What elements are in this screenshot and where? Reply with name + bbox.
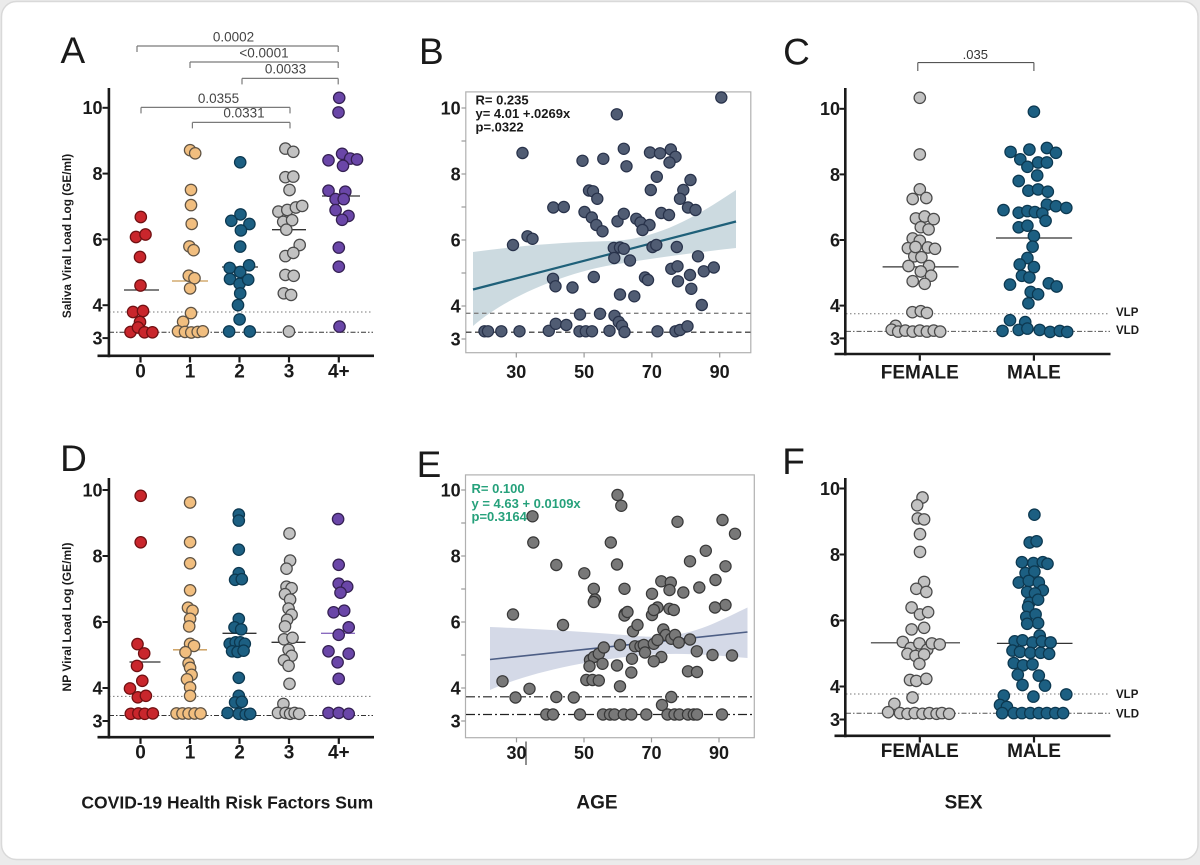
svg-text:8: 8 <box>92 164 102 184</box>
svg-text:y= 4.01 +.0269x: y= 4.01 +.0269x <box>476 106 571 121</box>
svg-text:10: 10 <box>82 480 102 500</box>
svg-text:3: 3 <box>830 710 840 730</box>
svg-text:D: D <box>60 438 87 479</box>
svg-text:50: 50 <box>574 743 594 763</box>
svg-text:MALE: MALE <box>1007 363 1061 384</box>
svg-text:FEMALE: FEMALE <box>881 363 959 384</box>
svg-text:8: 8 <box>451 164 461 184</box>
svg-text:4+: 4+ <box>328 743 350 764</box>
svg-text:p=.0322: p=.0322 <box>476 119 524 134</box>
svg-text:70: 70 <box>641 743 661 763</box>
svg-text:4: 4 <box>830 677 840 697</box>
svg-text:3: 3 <box>92 711 102 731</box>
svg-text:6: 6 <box>830 611 840 631</box>
svg-text:10: 10 <box>820 479 840 499</box>
svg-text:AGE: AGE <box>576 793 617 814</box>
svg-text:2: 2 <box>234 362 245 383</box>
svg-text:8: 8 <box>830 165 840 185</box>
svg-text:3: 3 <box>92 329 102 349</box>
svg-text:3: 3 <box>830 329 840 349</box>
svg-text:30: 30 <box>506 743 526 763</box>
svg-text:E: E <box>417 444 442 485</box>
svg-text:10: 10 <box>82 98 102 118</box>
svg-text:0: 0 <box>135 362 146 383</box>
svg-text:0.0033: 0.0033 <box>265 62 306 77</box>
svg-text:NP Viral Load Log (GE/ml): NP Viral Load Log (GE/ml) <box>60 543 74 692</box>
svg-text:70: 70 <box>642 362 662 382</box>
svg-text:6: 6 <box>451 230 461 250</box>
svg-text:y = 4.63 + 0.0109x: y = 4.63 + 0.0109x <box>472 496 582 511</box>
svg-text:VLD: VLD <box>1116 325 1139 337</box>
svg-text:0.0331: 0.0331 <box>223 106 264 121</box>
svg-text:MALE: MALE <box>1007 741 1061 762</box>
svg-text:p=0.3164: p=0.3164 <box>472 509 528 524</box>
svg-text:R= 0.100: R= 0.100 <box>472 481 525 496</box>
svg-text:VLP: VLP <box>1116 307 1139 319</box>
svg-text:4: 4 <box>92 678 102 698</box>
svg-text:4: 4 <box>830 296 840 316</box>
svg-text:0: 0 <box>135 743 146 764</box>
svg-text:6: 6 <box>451 612 461 632</box>
svg-text:A: A <box>60 30 85 71</box>
svg-text:VLP: VLP <box>1116 689 1139 701</box>
svg-text:90: 90 <box>710 362 730 382</box>
svg-text:6: 6 <box>92 612 102 632</box>
svg-text:8: 8 <box>451 546 461 566</box>
svg-text:4+: 4+ <box>328 362 350 383</box>
svg-text:<0.0001: <0.0001 <box>239 46 288 61</box>
svg-text:3: 3 <box>284 362 295 383</box>
svg-text:10: 10 <box>441 98 461 118</box>
svg-text:C: C <box>783 32 810 73</box>
svg-text:2: 2 <box>234 743 245 764</box>
svg-text:0.0355: 0.0355 <box>198 91 239 106</box>
svg-text:1: 1 <box>185 743 196 764</box>
svg-text:.035: .035 <box>963 47 988 62</box>
svg-text:10: 10 <box>820 99 840 119</box>
svg-text:FEMALE: FEMALE <box>881 741 959 762</box>
svg-text:8: 8 <box>92 546 102 566</box>
svg-text:R= 0.235: R= 0.235 <box>476 93 529 108</box>
svg-text:8: 8 <box>830 545 840 565</box>
svg-text:0.0002: 0.0002 <box>213 30 254 45</box>
svg-text:SEX: SEX <box>945 793 983 814</box>
svg-text:50: 50 <box>574 362 594 382</box>
svg-text:4: 4 <box>92 296 102 316</box>
svg-text:6: 6 <box>830 230 840 250</box>
svg-text:F: F <box>782 441 805 482</box>
svg-text:1: 1 <box>185 362 196 383</box>
svg-text:90: 90 <box>709 743 729 763</box>
svg-text:6: 6 <box>92 230 102 250</box>
svg-text:VLD: VLD <box>1116 709 1139 721</box>
svg-text:3: 3 <box>451 711 461 731</box>
svg-text:Saliva Viral Load Log (GE/ml): Saliva Viral Load Log (GE/ml) <box>60 154 74 318</box>
svg-text:10: 10 <box>441 480 461 500</box>
svg-text:30: 30 <box>506 362 526 382</box>
svg-text:3: 3 <box>451 329 461 349</box>
svg-text:4: 4 <box>451 678 461 698</box>
svg-text:3: 3 <box>284 743 295 764</box>
svg-text:B: B <box>419 31 444 72</box>
svg-text:4: 4 <box>451 296 461 316</box>
svg-text:COVID-19 Health Risk Factors S: COVID-19 Health Risk Factors Sum <box>81 793 373 813</box>
